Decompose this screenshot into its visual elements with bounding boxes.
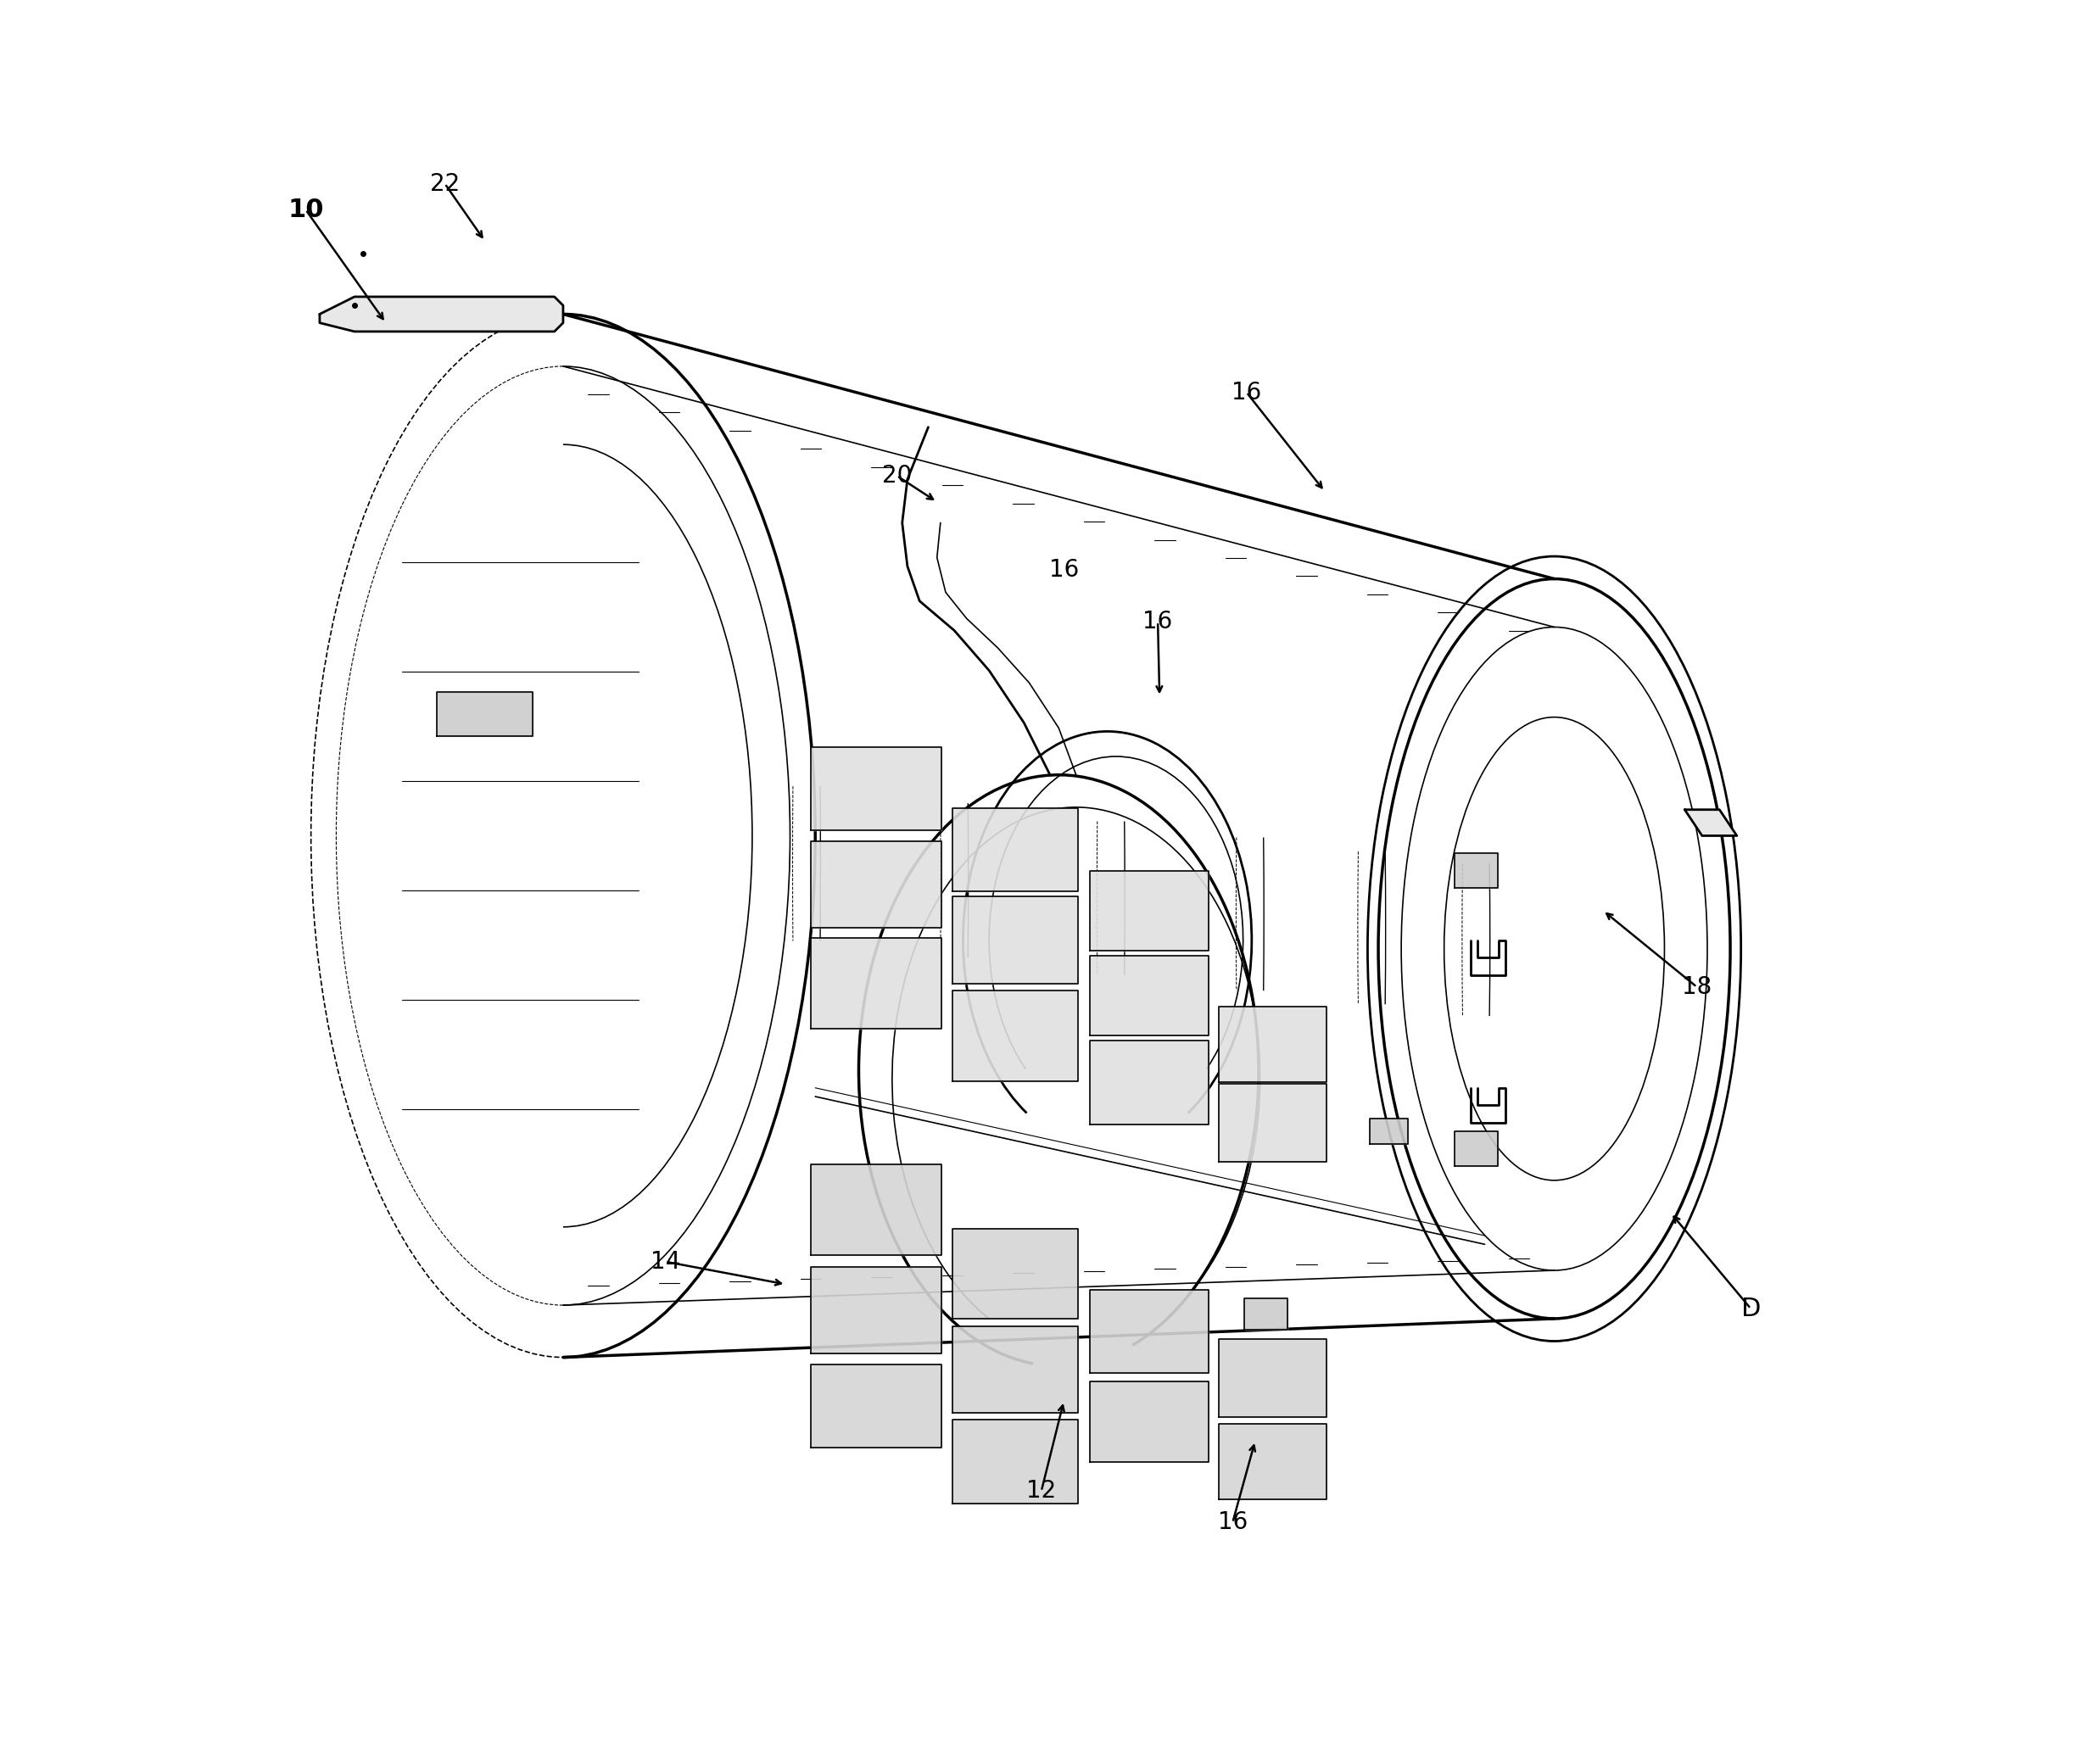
Polygon shape	[437, 693, 533, 736]
Text: 22: 22	[430, 172, 460, 195]
Polygon shape	[953, 991, 1077, 1081]
Polygon shape	[1090, 1290, 1207, 1374]
Polygon shape	[953, 1421, 1077, 1504]
Text: 18: 18	[1682, 975, 1711, 999]
Polygon shape	[953, 1327, 1077, 1414]
Text: 12: 12	[1027, 1480, 1056, 1502]
Polygon shape	[1218, 1083, 1327, 1161]
Text: 16: 16	[1231, 381, 1262, 404]
Text: D: D	[1741, 1297, 1760, 1321]
Text: 16: 16	[1218, 1511, 1247, 1534]
Polygon shape	[1218, 1006, 1327, 1081]
Polygon shape	[1090, 870, 1207, 951]
Polygon shape	[811, 841, 941, 928]
Polygon shape	[953, 1229, 1077, 1320]
Polygon shape	[1455, 1132, 1497, 1166]
Polygon shape	[1090, 956, 1207, 1036]
Polygon shape	[1684, 810, 1737, 836]
Polygon shape	[1243, 1299, 1287, 1330]
Polygon shape	[811, 1165, 941, 1255]
Polygon shape	[811, 938, 941, 1029]
Polygon shape	[953, 897, 1077, 984]
Polygon shape	[319, 296, 563, 331]
Polygon shape	[1455, 853, 1497, 888]
Polygon shape	[811, 1365, 941, 1449]
Text: 16: 16	[1142, 609, 1172, 634]
Text: 10: 10	[288, 197, 323, 223]
Polygon shape	[1369, 1118, 1409, 1144]
Polygon shape	[1090, 1041, 1207, 1125]
Polygon shape	[811, 747, 941, 830]
Text: 16: 16	[1050, 557, 1079, 581]
Text: 20: 20	[882, 463, 911, 487]
Text: 14: 14	[651, 1250, 680, 1274]
Polygon shape	[1090, 1382, 1207, 1462]
Polygon shape	[953, 808, 1077, 891]
Polygon shape	[811, 1267, 941, 1354]
Polygon shape	[1218, 1339, 1327, 1417]
Polygon shape	[1218, 1424, 1327, 1499]
